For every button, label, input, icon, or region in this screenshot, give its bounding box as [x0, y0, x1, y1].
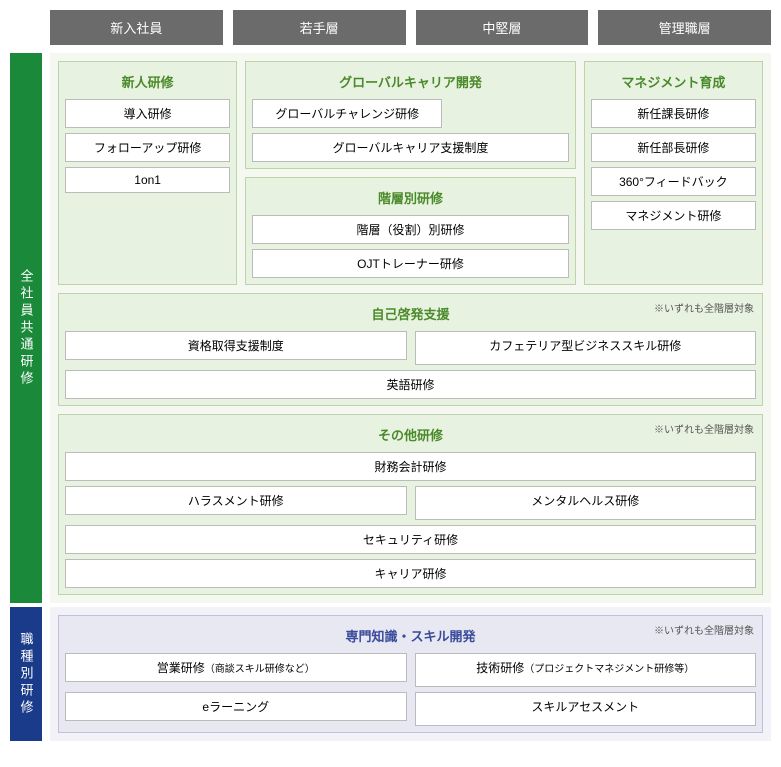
card-title: 専門知識・スキル開発	[65, 622, 756, 653]
card-title: 新人研修	[65, 68, 230, 99]
header-col: 中堅層	[416, 10, 589, 45]
card-management: マネジメント育成 新任課長研修 新任部長研修 360°フィードバック マネジメン…	[584, 61, 763, 285]
training-item: セキュリティ研修	[65, 525, 756, 554]
card-newcomer: 新人研修 導入研修 フォローアップ研修 1on1	[58, 61, 237, 285]
jobtype-training-main: ※いずれも全階層対象 専門知識・スキル開発 営業研修（商談スキル研修など） 技術…	[50, 607, 771, 741]
training-item: eラーニング	[65, 692, 407, 721]
training-item: グローバルチャレンジ研修	[252, 99, 442, 128]
item-main: 営業研修	[157, 661, 205, 675]
training-item: キャリア研修	[65, 559, 756, 588]
card-title: 階層別研修	[252, 184, 569, 215]
training-item: カフェテリア型ビジネススキル研修	[415, 331, 757, 365]
training-item: 新任部長研修	[591, 133, 756, 162]
training-item: フォローアップ研修	[65, 133, 230, 162]
training-item: 営業研修（商談スキル研修など）	[65, 653, 407, 682]
note-all-layers: ※いずれも全階層対象	[654, 300, 754, 315]
item-sub: （商談スキル研修など）	[205, 664, 315, 675]
column-headers: 新入社員 若手層 中堅層 管理職層	[50, 10, 771, 45]
side-label-jobtype: 職種別研修	[10, 607, 42, 741]
card-title: その他研修	[65, 421, 756, 452]
training-item: グローバルキャリア支援制度	[252, 133, 569, 162]
card-global: グローバルキャリア開発 グローバルチャレンジ研修 グローバルキャリア支援制度	[245, 61, 576, 169]
common-training-main: 新人研修 導入研修 フォローアップ研修 1on1 グローバルキャリア開発 グロー…	[50, 53, 771, 603]
training-item: 資格取得支援制度	[65, 331, 407, 360]
training-item: 新任課長研修	[591, 99, 756, 128]
item-sub: （プロジェクトマネジメント研修等）	[524, 664, 694, 675]
card-title: グローバルキャリア開発	[252, 68, 569, 99]
training-item: OJTトレーナー研修	[252, 249, 569, 278]
training-item: スキルアセスメント	[415, 692, 757, 726]
header-col: 若手層	[233, 10, 406, 45]
training-item: メンタルヘルス研修	[415, 486, 757, 520]
note-all-layers: ※いずれも全階層対象	[654, 622, 754, 637]
card-professional: ※いずれも全階層対象 専門知識・スキル開発 営業研修（商談スキル研修など） 技術…	[58, 615, 763, 733]
training-item: 1on1	[65, 167, 230, 193]
header-col: 管理職層	[598, 10, 771, 45]
card-title: 自己啓発支援	[65, 300, 756, 331]
side-label-common: 全社員共通研修	[10, 53, 42, 603]
card-layer: 階層別研修 階層（役割）別研修 OJTトレーナー研修	[245, 177, 576, 285]
card-selfdev: ※いずれも全階層対象 自己啓発支援 資格取得支援制度 カフェテリア型ビジネススキ…	[58, 293, 763, 406]
training-item: ハラスメント研修	[65, 486, 407, 515]
header-col: 新入社員	[50, 10, 223, 45]
card-other: ※いずれも全階層対象 その他研修 財務会計研修 ハラスメント研修 メンタルヘルス…	[58, 414, 763, 595]
note-all-layers: ※いずれも全階層対象	[654, 421, 754, 436]
training-item: 階層（役割）別研修	[252, 215, 569, 244]
training-item: 財務会計研修	[65, 452, 756, 481]
training-item: 360°フィードバック	[591, 167, 756, 196]
training-item: 英語研修	[65, 370, 756, 399]
item-main: 技術研修	[476, 661, 524, 675]
card-title: マネジメント育成	[591, 68, 756, 99]
training-item: 技術研修（プロジェクトマネジメント研修等）	[415, 653, 757, 687]
training-item: マネジメント研修	[591, 201, 756, 230]
training-item: 導入研修	[65, 99, 230, 128]
